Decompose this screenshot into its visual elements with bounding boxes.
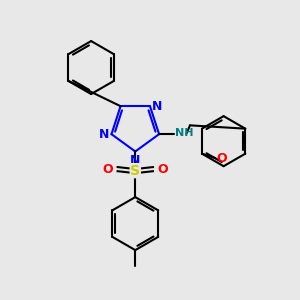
Text: N: N bbox=[130, 154, 140, 167]
Text: N: N bbox=[152, 100, 163, 113]
Text: NH: NH bbox=[175, 128, 194, 138]
Text: O: O bbox=[217, 152, 227, 165]
Text: N: N bbox=[99, 128, 109, 141]
Text: S: S bbox=[130, 164, 140, 178]
Text: O: O bbox=[103, 163, 113, 176]
Text: O: O bbox=[158, 163, 168, 176]
